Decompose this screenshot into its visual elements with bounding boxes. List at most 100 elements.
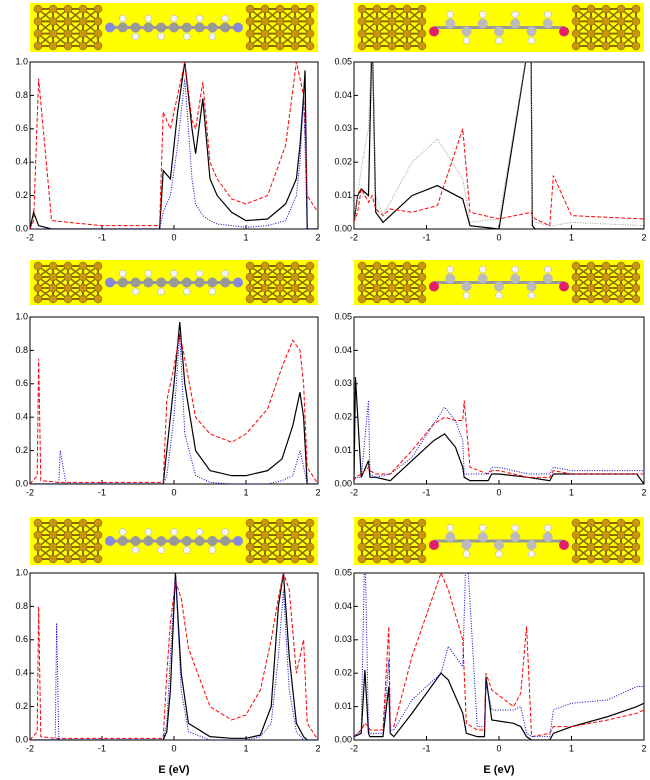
gold-atom [357,4,367,14]
gold-atom [93,29,103,38]
gold-atom [305,542,315,552]
gold-atom [245,294,255,304]
gold-atom [601,542,611,552]
gold-atom [290,530,300,540]
gold-atom [245,41,255,51]
plot-frame [353,316,645,485]
x-tick-label: -1 [422,232,430,242]
gold-atom [586,17,596,26]
gold-atom [260,17,270,26]
gold-atom [245,283,255,293]
molecule-banner [30,517,318,565]
y-tick-label: 0.8 [15,90,28,100]
series-line [354,62,644,227]
gold-atom [93,294,103,304]
y-tick-label: 0.8 [15,345,28,355]
gold-atom [387,261,397,271]
x-tick-label: 0 [496,743,501,753]
gold-atom [63,283,73,293]
atom [477,273,488,284]
gold-atom [48,41,58,51]
gold-atom [372,261,382,271]
gold-atom [417,554,427,564]
plot-frame [353,572,645,741]
gold-atom [33,518,43,528]
atom [477,532,488,542]
series-line [30,573,318,740]
gold-atom [33,4,43,14]
x-tick-label: -2 [26,743,34,753]
y-tick-label: 0.03 [334,378,352,388]
hydrogen [144,528,153,536]
gold-atom [78,272,88,282]
gold-atom [402,272,412,282]
molecule-banner [30,260,318,305]
gold-atom [357,554,367,564]
hydrogen [183,546,191,554]
gold-atom [372,542,382,552]
gold-atom [290,41,300,51]
gold-atom [417,41,427,51]
hydrogen [195,14,204,23]
gold-atom [260,294,270,304]
gold-atom [402,29,412,38]
gold-atom [586,272,596,282]
gold-atom [631,17,641,26]
gold-atom [357,283,367,293]
hydrogen [544,265,552,274]
hydrogen [131,32,140,41]
hydrogen [527,36,536,45]
series-line [354,400,644,481]
atom [207,277,218,288]
gold-atom [33,261,43,271]
gold-atom [260,518,270,528]
gold-atom [372,29,382,38]
atom [220,536,231,546]
gold-atom [571,554,581,564]
x-tick-label: 0 [171,487,176,497]
atom [130,536,141,546]
x-tick-label: -2 [26,487,34,497]
gold-atom [63,554,73,564]
gold-atom [357,17,367,26]
hydrogen [446,265,454,274]
gold-atom [387,542,397,552]
gold-atom [33,542,43,552]
hydrogen [119,14,127,23]
y-tick-label: 0.00 [334,223,352,233]
gold-atom [48,518,58,528]
gold-atom [78,542,88,552]
atom [461,26,472,37]
atom [477,18,488,29]
atom [143,22,154,33]
gold-atom [616,283,626,293]
chart-panel: 0.00 0.01 0.02 0.03 0.04 0.05 -2 -1 0 1 2 E (eV) [334,567,646,776]
gold-atom [402,294,412,304]
gold-atom [586,542,596,552]
atom [143,277,154,288]
gold-atom [571,272,581,282]
gold-atom [48,272,58,282]
atom [494,281,504,292]
atom [429,281,439,292]
x-tick-label: -2 [350,743,358,753]
gold-atom [601,283,611,293]
gold-atom [93,4,103,14]
gold-atom [616,4,626,14]
gold-atom [387,41,397,51]
hydrogen [221,269,229,278]
x-tick-label: 1 [569,743,574,753]
x-tick-label: -1 [98,232,106,242]
gold-atom [417,29,427,38]
series-line [354,669,644,740]
x-tick-label: -2 [350,232,358,242]
atom [494,540,504,550]
y-tick-label: 1.0 [15,311,28,321]
atom [156,536,167,546]
gold-atom [48,4,58,14]
series-line [30,62,318,229]
gold-atom [260,41,270,51]
gold-atom [372,272,382,282]
atom [429,540,439,550]
x-tick-label: -1 [98,743,106,753]
